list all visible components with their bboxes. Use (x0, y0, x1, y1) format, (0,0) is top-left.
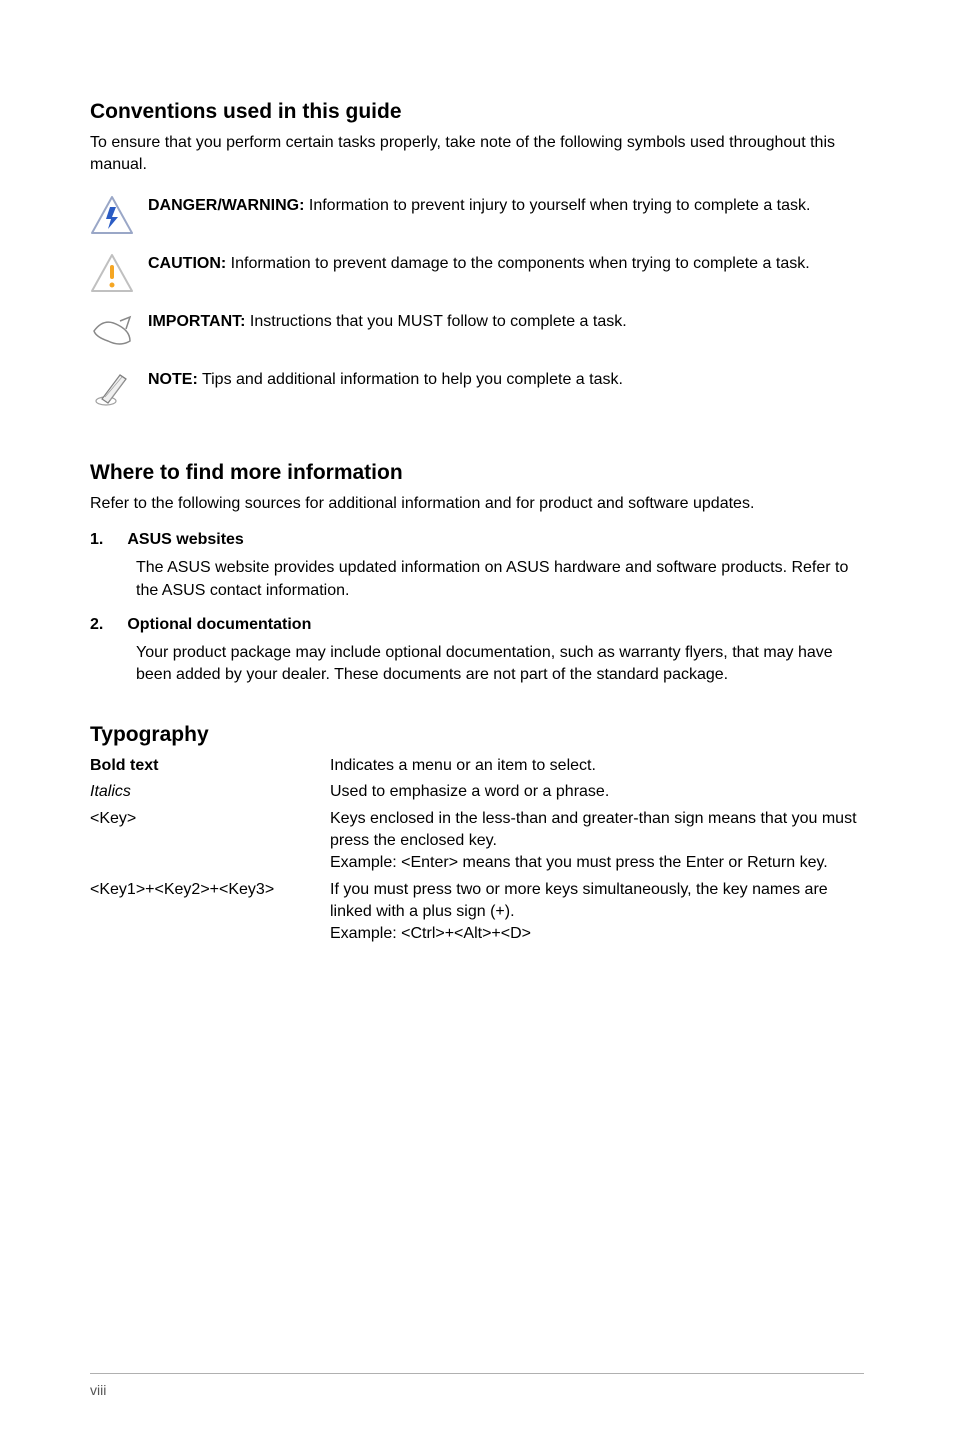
typo-label-key: <Key> (90, 808, 330, 875)
danger-icon (90, 193, 134, 237)
callout-important-text: IMPORTANT: Instructions that you MUST fo… (148, 309, 627, 333)
typo-desc-keycombo: If you must press two or more keys simul… (330, 879, 864, 946)
typo-row-italics: Italics Used to emphasize a word or a ph… (90, 781, 864, 803)
typo-keycombo-line1: If you must press two or more keys simul… (330, 879, 864, 924)
where-item-1-num: 1. (90, 531, 103, 549)
typography-title: Typography (90, 723, 864, 747)
typo-row-bold: Bold text Indicates a menu or an item to… (90, 755, 864, 777)
typo-key-line2: Example: <Enter> means that you must pre… (330, 852, 864, 874)
typo-desc-key: Keys enclosed in the less-than and great… (330, 808, 864, 875)
callout-danger: DANGER/WARNING: Information to prevent i… (90, 193, 864, 237)
typo-label-italics: Italics (90, 781, 330, 803)
where-item-2-num: 2. (90, 616, 103, 634)
callout-caution: CAUTION: Information to prevent damage t… (90, 251, 864, 295)
caution-body: Information to prevent damage to the com… (226, 255, 809, 272)
callout-note: NOTE: Tips and additional information to… (90, 367, 864, 411)
where-item-1-body: The ASUS website provides updated inform… (136, 557, 864, 602)
callout-danger-text: DANGER/WARNING: Information to prevent i… (148, 193, 810, 217)
typo-desc-bold: Indicates a menu or an item to select. (330, 755, 864, 777)
callout-note-text: NOTE: Tips and additional information to… (148, 367, 623, 391)
page-number: viii (90, 1382, 106, 1398)
where-section: Where to find more information Refer to … (90, 461, 864, 687)
note-label: NOTE: (148, 371, 198, 388)
callout-caution-text: CAUTION: Information to prevent damage t… (148, 251, 810, 275)
where-item-1: 1. ASUS websites The ASUS website provid… (90, 531, 864, 602)
where-item-2: 2. Optional documentation Your product p… (90, 616, 864, 687)
note-body: Tips and additional information to help … (198, 371, 623, 388)
typo-label-bold: Bold text (90, 755, 330, 777)
where-item-2-heading: Optional documentation (127, 616, 311, 634)
where-title: Where to find more information (90, 461, 864, 485)
callout-important: IMPORTANT: Instructions that you MUST fo… (90, 309, 864, 353)
conventions-title: Conventions used in this guide (90, 100, 864, 124)
typo-desc-italics: Used to emphasize a word or a phrase. (330, 781, 864, 803)
typo-row-keycombo: <Key1>+<Key2>+<Key3> If you must press t… (90, 879, 864, 946)
note-icon (90, 367, 134, 411)
typo-row-key: <Key> Keys enclosed in the less-than and… (90, 808, 864, 875)
caution-icon (90, 251, 134, 295)
conventions-intro: To ensure that you perform certain tasks… (90, 132, 864, 177)
where-intro: Refer to the following sources for addit… (90, 493, 864, 515)
caution-label: CAUTION: (148, 255, 226, 272)
typo-label-keycombo: <Key1>+<Key2>+<Key3> (90, 879, 330, 946)
typography-section: Typography Bold text Indicates a menu or… (90, 723, 864, 946)
where-item-1-heading: ASUS websites (127, 531, 243, 549)
important-icon (90, 309, 134, 353)
danger-body: Information to prevent injury to yoursel… (304, 197, 810, 214)
page-footer: viii (90, 1373, 864, 1398)
important-body: Instructions that you MUST follow to com… (245, 313, 626, 330)
typo-key-line1: Keys enclosed in the less-than and great… (330, 808, 864, 853)
conventions-section: Conventions used in this guide To ensure… (90, 100, 864, 411)
important-label: IMPORTANT: (148, 313, 245, 330)
where-item-2-body: Your product package may include optiona… (136, 642, 864, 687)
danger-label: DANGER/WARNING: (148, 197, 304, 214)
typo-keycombo-line2: Example: <Ctrl>+<Alt>+<D> (330, 923, 864, 945)
